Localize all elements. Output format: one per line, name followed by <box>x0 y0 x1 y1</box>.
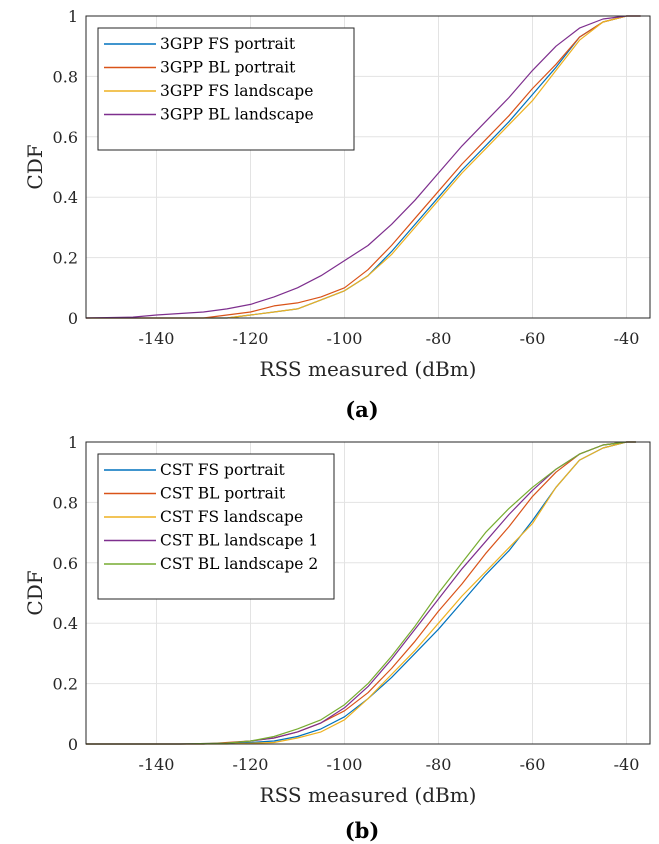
x-axis-label-a: RSS measured (dBm) <box>260 357 477 381</box>
caption-a: (a) <box>345 397 378 422</box>
y-tick-label: 1 <box>68 7 78 26</box>
x-tick-label: -140 <box>139 329 175 348</box>
legend-entry: CST BL landscape 1 <box>160 532 318 550</box>
x-axis-label-b: RSS measured (dBm) <box>260 783 477 807</box>
y-axis-label-b: CDF <box>23 570 47 615</box>
legend-entry: CST BL landscape 2 <box>160 555 318 573</box>
x-tick-label: -100 <box>327 755 363 774</box>
series-line-2 <box>86 15 641 319</box>
legend-a: 3GPP FS portrait 3GPP BL portrait 3GPP FS … <box>97 27 355 151</box>
x-tick-label: -60 <box>520 755 546 774</box>
x-tick-label: -60 <box>520 329 546 348</box>
x-tick-label: -40 <box>614 755 640 774</box>
y-tick-label: 0.2 <box>53 249 78 268</box>
legend-entry: 3GPP FS portrait <box>160 35 296 53</box>
y-tick-label: 0 <box>68 309 78 328</box>
y-axis-label-a: CDF <box>23 144 47 189</box>
series-line-4 <box>85 15 641 319</box>
series-lines-a <box>85 15 641 319</box>
series-lines-b <box>86 441 636 745</box>
panel-b: -140 -120 -100 -80 -60 -40 0 0.2 0.4 0.6 0.8 1 RSS… <box>23 433 651 843</box>
panel-a: -140 -120 -100 -80 -60 -40 0 0.2 0.4 0.6 0.8 1 RSS… <box>23 7 651 422</box>
y-tick-labels-b: 0 0.2 0.4 0.6 0.8 1 <box>53 433 78 754</box>
series-line-5 <box>86 441 636 745</box>
x-tick-label: -80 <box>426 755 452 774</box>
y-tick-label: 0.4 <box>53 614 78 633</box>
plot-frame-a <box>85 15 651 319</box>
x-tick-labels-a: -140 -120 -100 -80 -60 -40 <box>139 329 640 348</box>
series-line-3 <box>86 15 641 319</box>
x-tick-label: -120 <box>233 329 269 348</box>
legend-entry: CST FS landscape <box>160 508 303 526</box>
y-tick-labels-a: 0 0.2 0.4 0.6 0.8 1 <box>53 7 78 328</box>
legend-box <box>97 453 335 600</box>
x-tick-label: -40 <box>614 329 640 348</box>
plot-frame-b <box>85 441 651 745</box>
caption-b: (b) <box>345 818 380 843</box>
y-tick-label: 1 <box>68 433 78 452</box>
x-tick-label: -80 <box>426 329 452 348</box>
x-tick-label: -140 <box>139 755 175 774</box>
y-tick-label: 0.8 <box>53 67 78 86</box>
series-line-3 <box>86 441 636 745</box>
y-tick-label: 0.4 <box>53 188 78 207</box>
y-tick-label: 0.8 <box>53 493 78 512</box>
legend-box <box>97 27 355 151</box>
legend-entry: CST FS portrait <box>160 461 286 479</box>
x-tick-label: -120 <box>233 755 269 774</box>
legend-b: CST FS portrait CST BL portrait CST FS lan… <box>97 453 335 600</box>
y-tick-label: 0 <box>68 735 78 754</box>
legend-entry: 3GPP BL portrait <box>160 59 296 77</box>
legend-entry: 3GPP BL landscape <box>160 106 314 124</box>
y-tick-label: 0.2 <box>53 675 78 694</box>
legend-entry: CST BL portrait <box>160 485 286 503</box>
x-tick-label: -100 <box>327 329 363 348</box>
y-tick-label: 0.6 <box>53 128 78 147</box>
y-tick-label: 0.6 <box>53 554 78 573</box>
x-tick-labels-b: -140 -120 -100 -80 -60 -40 <box>139 755 640 774</box>
legend-entry: 3GPP FS landscape <box>160 82 313 100</box>
